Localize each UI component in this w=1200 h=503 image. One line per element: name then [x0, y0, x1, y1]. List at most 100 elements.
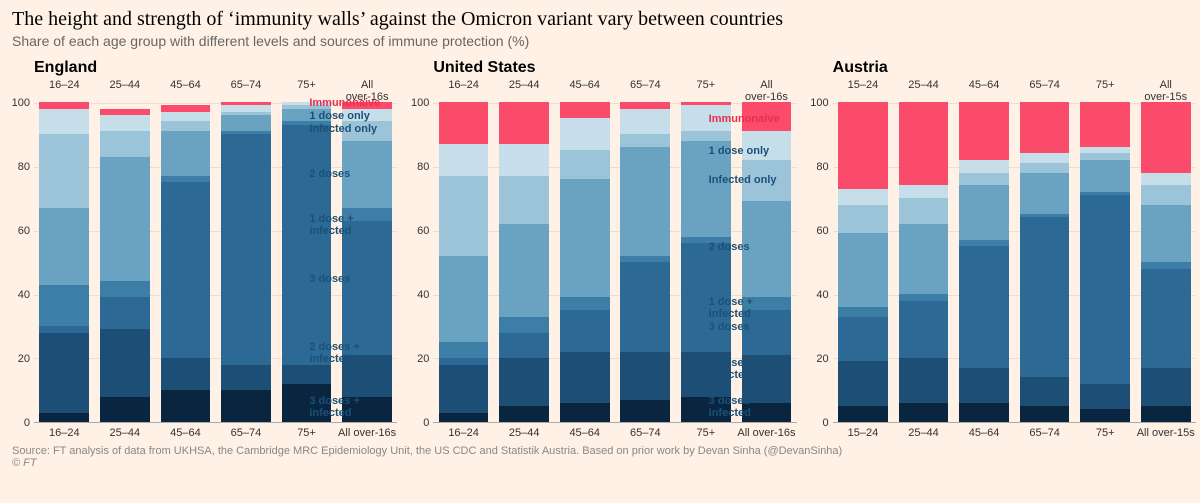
bar-segment [899, 102, 949, 185]
bar-segment [100, 157, 150, 282]
bar-segment [499, 317, 549, 333]
plot-area: Immunonaive1 dose onlyInfected only2 dos… [433, 103, 796, 423]
bar-segment [39, 413, 89, 423]
top-axis-label: 16–24 [34, 79, 95, 103]
y-axis: 020406080100 [4, 103, 34, 423]
bar-segment [899, 358, 949, 403]
bar-segment [1080, 409, 1130, 422]
stacked-bar [838, 102, 888, 422]
bottom-axis-label: 75+ [1075, 427, 1136, 439]
bar-segment [1080, 102, 1130, 147]
bar-segment [342, 208, 392, 221]
bar-segment [899, 301, 949, 359]
bar-segment [499, 358, 549, 406]
top-axis-label: 75+ [676, 79, 737, 103]
bar-segment [959, 403, 1009, 422]
stacked-bar [39, 102, 89, 422]
y-tick: 40 [816, 289, 828, 301]
y-tick: 0 [423, 417, 429, 429]
bottom-axis-label: 75+ [676, 427, 737, 439]
y-tick: 60 [816, 225, 828, 237]
top-axis-labels: 16–2425–4445–6465–7475+All over-16s [4, 79, 397, 103]
bar-segment [342, 109, 392, 122]
stacked-bar [1080, 102, 1130, 422]
bar-segment [499, 102, 549, 144]
bar-segment [560, 403, 610, 422]
source-line: Source: FT analysis of data from UKHSA, … [0, 439, 1200, 457]
bar-segment [1020, 163, 1070, 173]
bar-segment [742, 131, 792, 160]
y-tick: 40 [18, 289, 30, 301]
bar-segment [1020, 153, 1070, 163]
top-axis-label: 25–44 [95, 79, 156, 103]
bar-segment [620, 352, 670, 400]
y-tick: 100 [411, 97, 429, 109]
bar-segment [1080, 195, 1130, 384]
top-axis-label: 75+ [276, 79, 337, 103]
bar-segment [1020, 217, 1070, 377]
bar-segment [161, 121, 211, 131]
stacked-bar [161, 105, 211, 422]
bar-segment [282, 109, 332, 122]
y-tick: 0 [823, 417, 829, 429]
bar-segment [1141, 205, 1191, 263]
bar-segment [742, 201, 792, 297]
bar-segment [499, 333, 549, 359]
bar-segment [742, 160, 792, 202]
y-tick: 20 [816, 353, 828, 365]
y-tick: 80 [816, 161, 828, 173]
bar-segment [838, 361, 888, 406]
bar-segment [39, 134, 89, 208]
y-tick: 80 [18, 161, 30, 173]
top-axis-label: 25–44 [494, 79, 555, 103]
bar-segment [439, 144, 489, 176]
bottom-axis-label: 15–24 [833, 427, 894, 439]
bar-segment [959, 185, 1009, 239]
panel-title: United States [403, 59, 796, 79]
panel: England16–2425–4445–6465–7475+All over-1… [4, 59, 397, 439]
bar-segment [838, 205, 888, 234]
bottom-axis-label: All over-16s [736, 427, 797, 439]
bar-segment [959, 160, 1009, 173]
bottom-axis-label: 45–64 [554, 427, 615, 439]
bottom-axis-label: All over-15s [1135, 427, 1196, 439]
bar-segment [742, 102, 792, 131]
bar-segment [342, 397, 392, 423]
stacked-bar [1141, 102, 1191, 422]
bar-segment [499, 406, 549, 422]
y-tick: 40 [417, 289, 429, 301]
stacked-bar [681, 102, 731, 422]
bar-segment [439, 342, 489, 358]
bar-segment [39, 285, 89, 327]
bar-segment [1141, 269, 1191, 368]
stacked-bar [899, 102, 949, 422]
bar-segment [100, 281, 150, 297]
bar-segment [899, 224, 949, 294]
y-tick: 80 [417, 161, 429, 173]
top-axis-label: 15–24 [833, 79, 894, 103]
top-axis-label: 75+ [1075, 79, 1136, 103]
bar-segment [161, 182, 211, 358]
bar-segment [342, 141, 392, 208]
top-axis-label: 45–64 [954, 79, 1015, 103]
bar-segment [342, 121, 392, 140]
stacked-bar [1020, 102, 1070, 422]
plot-area [833, 103, 1196, 423]
bottom-axis-label: 45–64 [954, 427, 1015, 439]
bar-segment [838, 307, 888, 317]
top-axis-label: 65–74 [615, 79, 676, 103]
plot-area: Immunonaive1 dose onlyInfected only2 dos… [34, 103, 397, 423]
panel: United States16–2425–4445–6465–7475+All … [403, 59, 796, 439]
bar-segment [439, 256, 489, 342]
bar-segment [1141, 406, 1191, 422]
bar-segment [560, 179, 610, 297]
top-axis-label: All over-16s [337, 79, 398, 103]
y-tick: 20 [18, 353, 30, 365]
bar-segment [1141, 368, 1191, 406]
bar-segment [39, 208, 89, 285]
bar-segment [282, 125, 332, 365]
bar-segment [681, 352, 731, 397]
bar-segment [560, 150, 610, 179]
panels-container: England16–2425–4445–6465–7475+All over-1… [0, 59, 1200, 439]
top-axis-label: All over-16s [736, 79, 797, 103]
